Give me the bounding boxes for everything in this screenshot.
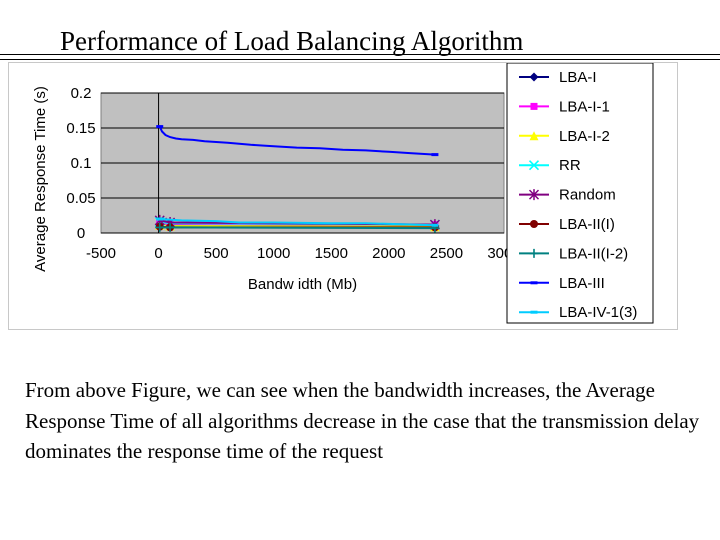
- x-tick-label: 1500: [315, 245, 348, 262]
- y-tick-label: 0: [77, 225, 85, 242]
- x-tick-label: 2000: [372, 245, 405, 262]
- chart-frame: 0 0.05 0.1 0.15 0.2 -500 0 500 1000 1500 2000 2500 3…: [8, 62, 678, 330]
- series-line-8: [158, 126, 435, 156]
- legend-label: LBA-III: [559, 275, 605, 292]
- series-line-7: [159, 226, 435, 230]
- title-rule-bottom: [0, 59, 720, 60]
- series-line-9: [159, 218, 435, 227]
- legend-swatch-marker: [530, 281, 538, 285]
- series-marker-8: [431, 153, 439, 157]
- response-time-chart: 00.050.10.150.2-500 0 500 1000 1500 2000 2500 3…: [32, 63, 654, 324]
- legend-swatch-marker: [529, 248, 539, 258]
- legend-label: RR: [559, 157, 581, 174]
- legend-label: LBA-I: [559, 69, 597, 86]
- x-axis-label: Bandw idth (Mb): [248, 276, 357, 293]
- y-axis-label: Average Response Time (s): [32, 86, 49, 272]
- x-tick-label: 0: [154, 245, 162, 262]
- legend-label: LBA-I-2: [559, 128, 610, 145]
- legend-swatch-marker: [528, 189, 540, 201]
- y-tick-label: 0.2: [71, 85, 92, 102]
- slide-title: Performance of Load Balancing Algorithm: [60, 26, 524, 56]
- x-tick-label: -500: [86, 245, 116, 262]
- x-tick-label: 2500: [430, 245, 463, 262]
- title-rule-top: [0, 54, 720, 55]
- y-tick-label: 0.1: [71, 155, 92, 172]
- legend-swatch-marker: [529, 72, 539, 82]
- legend-swatch-marker: [530, 102, 538, 110]
- series-marker-9: [156, 217, 164, 221]
- legend-label: LBA-II(I): [559, 216, 615, 233]
- series-marker-8: [156, 125, 164, 129]
- y-tick-label: 0.05: [66, 190, 95, 207]
- legend-swatch-marker: [528, 160, 540, 171]
- series-marker-7: [155, 222, 165, 232]
- legend-label: LBA-II(I-2): [559, 245, 628, 262]
- legend-label: LBA-IV-1(3): [559, 304, 637, 321]
- legend-label: LBA-I-1: [559, 98, 610, 115]
- series-marker-9: [431, 223, 439, 227]
- y-tick-label: 0.15: [66, 120, 95, 137]
- legend-label: Random: [559, 187, 616, 204]
- slide-caption: From above Figure, we can see when the b…: [25, 378, 700, 463]
- legend-swatch-marker: [530, 220, 538, 228]
- x-tick-label: 500: [204, 245, 229, 262]
- x-tick-label: 1000: [257, 245, 290, 262]
- legend-swatch-marker: [530, 310, 538, 314]
- legend-swatch-marker: [529, 131, 539, 141]
- series-marker-7: [165, 222, 175, 232]
